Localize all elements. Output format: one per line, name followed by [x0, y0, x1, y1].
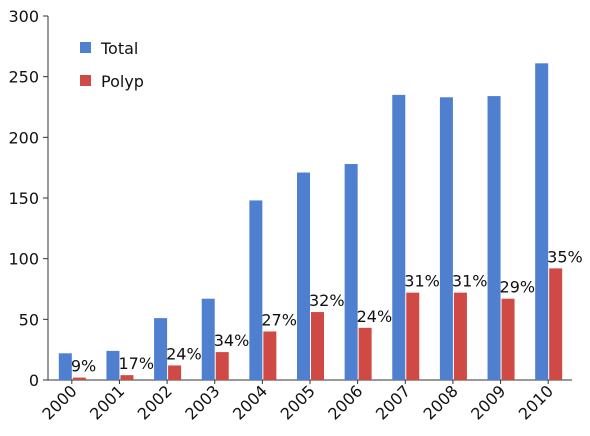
annotation: 17%: [118, 354, 154, 373]
bar: [263, 331, 277, 380]
annotation: 24%: [357, 307, 393, 326]
legend-label: Total: [100, 39, 138, 58]
bar: [392, 94, 406, 380]
x-tick-label: 2003: [181, 381, 223, 423]
y-tick-label: 200: [8, 128, 39, 147]
y-tick-label: 300: [8, 7, 39, 26]
bar: [501, 298, 515, 380]
bar: [154, 318, 168, 380]
bar: [535, 63, 549, 380]
y-tick-label: 150: [8, 189, 39, 208]
bar: [215, 352, 229, 380]
x-tick-label: 2000: [38, 381, 80, 423]
legend-label: Polyp: [101, 72, 144, 91]
bar: [120, 375, 134, 380]
annotation: 9%: [71, 357, 96, 376]
bar: [249, 200, 263, 380]
bar: [549, 268, 563, 380]
x-tick-label: 2005: [277, 381, 319, 423]
legend-swatch: [80, 42, 91, 53]
y-tick-label: 100: [8, 250, 39, 269]
bar: [72, 377, 86, 380]
legend-swatch: [80, 75, 91, 86]
annotation: 32%: [309, 291, 345, 310]
annotation: 27%: [261, 310, 297, 329]
x-tick-label: 2006: [324, 381, 366, 423]
y-tick-label: 50: [19, 310, 39, 329]
bar: [297, 172, 310, 380]
annotation: 29%: [500, 278, 536, 297]
x-tick-label: 2004: [229, 381, 271, 423]
y-tick-label: 250: [8, 68, 39, 87]
bar: [453, 292, 467, 380]
bar: [311, 312, 324, 380]
x-tick-label: 2010: [515, 381, 557, 423]
annotation: 34%: [214, 331, 250, 350]
bar: [344, 164, 358, 380]
x-tick-label: 2009: [467, 381, 509, 423]
annotation: 31%: [452, 272, 488, 291]
bar: [487, 96, 501, 380]
bar: [106, 350, 120, 380]
bar: [439, 97, 453, 380]
y-tick-label: 0: [29, 371, 39, 390]
bar: [58, 353, 72, 380]
annotation: 24%: [166, 344, 202, 363]
bar: [406, 292, 420, 380]
bar: [168, 365, 182, 380]
annotation: 35%: [547, 247, 583, 266]
bar: [201, 298, 215, 380]
x-tick-label: 2007: [372, 381, 414, 423]
bar: [358, 327, 372, 380]
x-tick-label: 2008: [420, 381, 462, 423]
annotation: 31%: [404, 272, 440, 291]
x-tick-label: 2002: [134, 381, 176, 423]
x-tick-label: 2001: [86, 381, 128, 423]
